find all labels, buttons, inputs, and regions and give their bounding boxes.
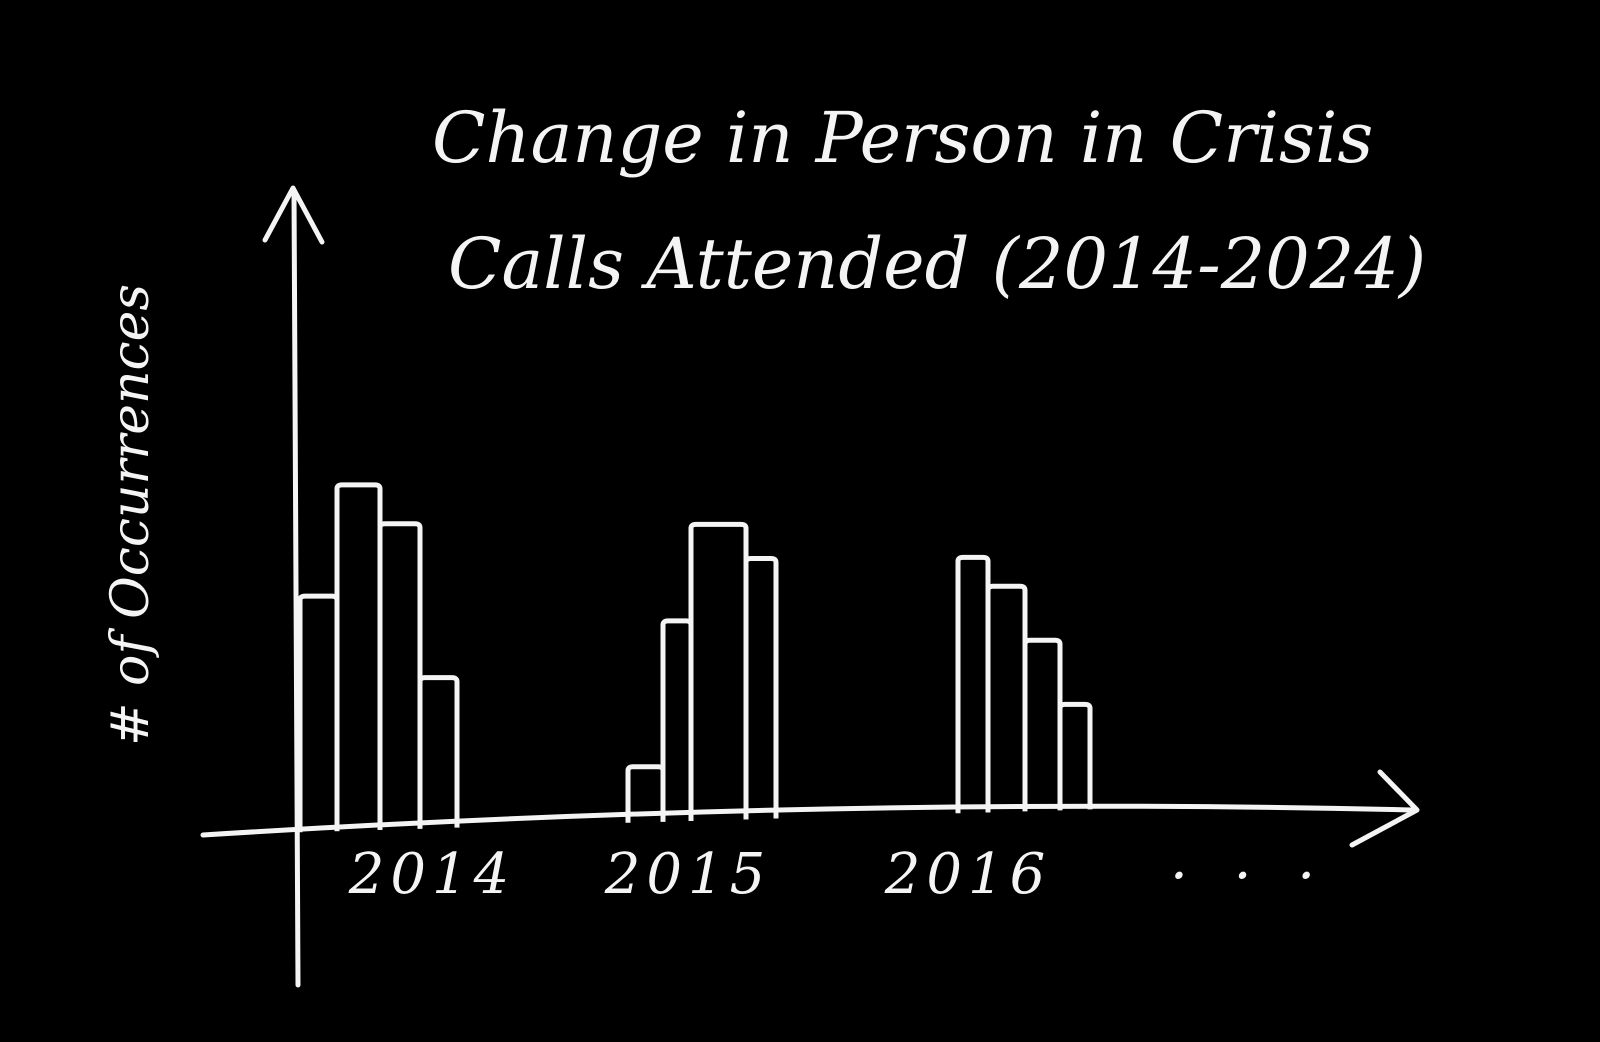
x-axis-arrowhead bbox=[1349, 769, 1420, 848]
bar-2016-4 bbox=[1057, 701, 1093, 811]
y-axis-line bbox=[291, 189, 301, 988]
y-axis-arrowhead bbox=[262, 185, 325, 245]
bar-2015-4 bbox=[743, 555, 779, 820]
continuation-ellipsis: . . . bbox=[1170, 827, 1329, 892]
x-tick-labels: 2014 2015 2016 bbox=[348, 842, 1052, 907]
bar-2014-2 bbox=[334, 482, 383, 832]
bar-2014-3 bbox=[377, 521, 423, 830]
x-tick-label-2016: 2016 bbox=[884, 842, 1052, 907]
bar-2015-2 bbox=[660, 618, 694, 822]
bar-2016-1 bbox=[955, 554, 991, 814]
y-axis-label: # of Occurrences bbox=[101, 284, 161, 746]
bar-2016-2 bbox=[985, 583, 1028, 813]
bar-2014-1 bbox=[297, 593, 340, 833]
chart-title-line1: Change in Person in Crisis bbox=[432, 97, 1373, 179]
bar-2016-3 bbox=[1022, 637, 1063, 812]
chart-title-line2: Calls Attended (2014-2024) bbox=[448, 223, 1426, 305]
x-tick-label-2015: 2015 bbox=[604, 842, 772, 907]
bar-2015-3 bbox=[688, 521, 749, 821]
bar-2014-4 bbox=[417, 675, 460, 829]
bars-layer bbox=[297, 482, 1093, 833]
x-tick-label-2014: 2014 bbox=[348, 842, 516, 907]
